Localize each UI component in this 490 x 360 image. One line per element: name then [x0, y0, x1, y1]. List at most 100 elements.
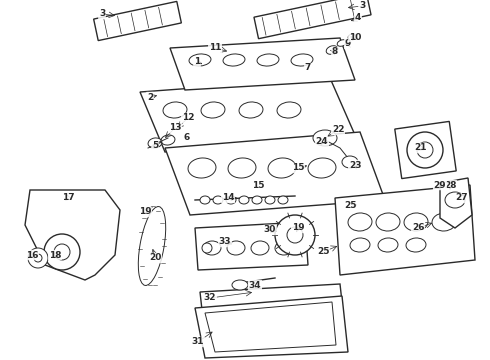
Text: 18: 18: [49, 251, 61, 260]
Ellipse shape: [342, 156, 358, 168]
Ellipse shape: [337, 40, 347, 46]
Ellipse shape: [189, 54, 211, 66]
Polygon shape: [205, 302, 336, 352]
Ellipse shape: [406, 238, 426, 252]
Bar: [395, 121, 456, 179]
Text: 33: 33: [219, 238, 231, 247]
Text: 9: 9: [345, 40, 351, 49]
Text: 26: 26: [412, 224, 424, 233]
Ellipse shape: [348, 213, 372, 231]
Ellipse shape: [417, 142, 433, 158]
Text: 15: 15: [252, 180, 264, 189]
Ellipse shape: [348, 34, 356, 40]
Polygon shape: [195, 296, 348, 358]
Polygon shape: [195, 222, 308, 270]
Text: 1: 1: [194, 58, 200, 67]
Text: 6: 6: [184, 134, 190, 143]
Text: 19: 19: [139, 207, 151, 216]
Text: 14: 14: [221, 194, 234, 202]
Bar: [94, 1, 181, 41]
Ellipse shape: [313, 130, 337, 146]
Ellipse shape: [202, 243, 212, 253]
Text: 29: 29: [434, 180, 446, 189]
Text: 32: 32: [204, 293, 216, 302]
Ellipse shape: [404, 213, 428, 231]
Text: 10: 10: [349, 32, 361, 41]
Text: 30: 30: [264, 225, 276, 234]
Ellipse shape: [148, 138, 162, 148]
Text: 3: 3: [99, 9, 105, 18]
Ellipse shape: [268, 158, 296, 178]
Ellipse shape: [252, 196, 262, 204]
Ellipse shape: [291, 54, 313, 66]
Ellipse shape: [275, 215, 315, 255]
Ellipse shape: [275, 241, 293, 255]
Ellipse shape: [161, 135, 175, 145]
Text: 23: 23: [349, 161, 361, 170]
Text: 4: 4: [355, 13, 361, 22]
Text: 13: 13: [169, 123, 181, 132]
Ellipse shape: [163, 102, 187, 118]
Ellipse shape: [213, 196, 223, 204]
Text: 3: 3: [359, 1, 365, 10]
Ellipse shape: [44, 234, 80, 270]
Text: 28: 28: [444, 180, 456, 189]
Polygon shape: [170, 38, 355, 90]
Text: 20: 20: [149, 253, 161, 262]
Polygon shape: [165, 132, 385, 215]
Ellipse shape: [308, 158, 336, 178]
Text: 2: 2: [147, 93, 153, 102]
Ellipse shape: [350, 238, 370, 252]
Text: 17: 17: [62, 194, 74, 202]
Text: 25: 25: [317, 248, 329, 256]
Ellipse shape: [226, 196, 236, 204]
Polygon shape: [200, 284, 342, 310]
Polygon shape: [335, 185, 475, 275]
Text: 15: 15: [292, 163, 304, 172]
Ellipse shape: [251, 241, 269, 255]
Text: 34: 34: [249, 280, 261, 289]
Ellipse shape: [228, 158, 256, 178]
Ellipse shape: [203, 241, 221, 255]
Text: 12: 12: [182, 113, 194, 122]
Text: 31: 31: [192, 338, 204, 346]
Polygon shape: [440, 178, 472, 228]
Ellipse shape: [278, 196, 288, 204]
Ellipse shape: [239, 102, 263, 118]
Ellipse shape: [223, 54, 245, 66]
Ellipse shape: [188, 158, 216, 178]
Text: 24: 24: [316, 138, 328, 147]
Text: 21: 21: [414, 144, 426, 153]
Ellipse shape: [287, 227, 303, 243]
Ellipse shape: [407, 132, 443, 168]
Text: 22: 22: [332, 126, 344, 135]
Polygon shape: [140, 78, 355, 152]
Ellipse shape: [138, 207, 166, 285]
Text: 5: 5: [152, 140, 158, 149]
Ellipse shape: [265, 196, 275, 204]
Text: 11: 11: [209, 44, 221, 53]
Ellipse shape: [432, 213, 456, 231]
Text: 25: 25: [344, 201, 356, 210]
Ellipse shape: [232, 280, 248, 290]
Ellipse shape: [376, 213, 400, 231]
Text: 8: 8: [332, 48, 338, 57]
Ellipse shape: [34, 254, 42, 262]
Bar: [254, 0, 371, 39]
Text: 19: 19: [292, 224, 304, 233]
Ellipse shape: [200, 196, 210, 204]
Ellipse shape: [54, 244, 70, 260]
Ellipse shape: [201, 102, 225, 118]
Polygon shape: [25, 190, 120, 280]
Ellipse shape: [445, 192, 465, 208]
Ellipse shape: [277, 102, 301, 118]
Ellipse shape: [326, 46, 338, 54]
Text: 27: 27: [456, 194, 468, 202]
Ellipse shape: [378, 238, 398, 252]
Ellipse shape: [239, 196, 249, 204]
Ellipse shape: [257, 54, 279, 66]
Text: 7: 7: [305, 63, 311, 72]
Ellipse shape: [227, 241, 245, 255]
Ellipse shape: [28, 248, 48, 268]
Text: 16: 16: [26, 251, 38, 260]
